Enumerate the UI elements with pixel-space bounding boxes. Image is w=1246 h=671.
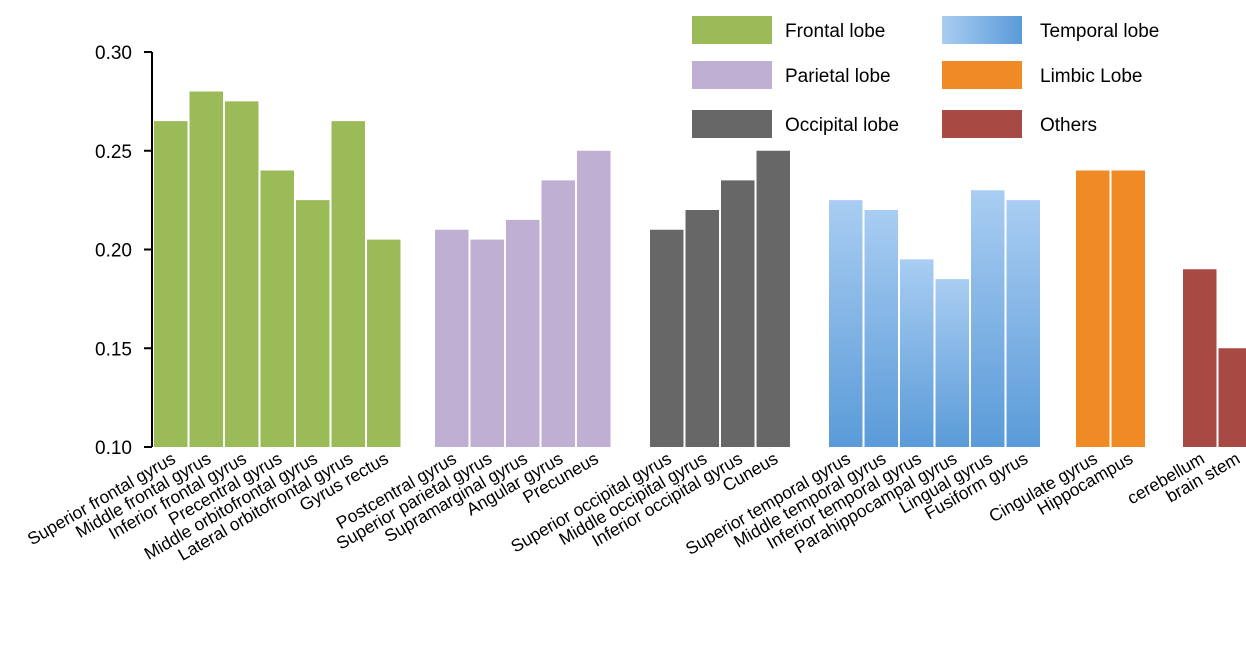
bar-inferior-frontal-gyrus	[225, 101, 259, 447]
legend: Frontal lobe Temporal lobe Parietal lobe Li…	[692, 16, 1159, 138]
bar-inferior-occipital-gyrus	[721, 180, 755, 447]
bar-inferior-temporal-gyrus	[900, 259, 934, 447]
legend-label-frontal-lobe: Frontal lobe	[785, 21, 885, 42]
bar-cingulate-gyrus	[1076, 170, 1110, 447]
bar-middle-occipital-gyrus	[685, 210, 719, 447]
y-tick-label: 0.15	[95, 339, 132, 360]
bar-gyrus-rectus	[367, 239, 401, 447]
bar-superior-occipital-gyrus	[650, 229, 684, 447]
bar-middle-temporal-gyrus	[864, 210, 898, 447]
legend-label-others: Others	[1040, 115, 1097, 136]
bar-lateral-orbitofrontal-gyrus	[331, 121, 365, 447]
bar-angular-gyrus	[541, 180, 575, 447]
bar-postcentral-gyrus	[435, 229, 469, 447]
bar-brain-stem	[1218, 348, 1246, 447]
bar-supramarginal-gyrus	[506, 219, 540, 447]
bar-cerebellum	[1183, 269, 1217, 447]
y-tick-label: 0.30	[95, 43, 132, 64]
y-tick-label: 0.20	[95, 241, 132, 262]
bar-precuneus	[577, 150, 611, 447]
legend-swatch-others	[942, 110, 1022, 138]
legend-swatch-occipital-lobe	[692, 110, 772, 138]
legend-swatch-temporal-lobe	[942, 16, 1022, 44]
legend-label-occipital-lobe: Occipital lobe	[785, 115, 899, 136]
bar-cuneus	[756, 150, 790, 447]
legend-swatch-frontal-lobe	[692, 16, 772, 44]
bar-precentral-gyrus	[260, 170, 294, 447]
bars-layer	[154, 91, 1246, 447]
y-tick-label: 0.10	[95, 438, 132, 459]
legend-swatch-limbic-lobe	[942, 61, 1022, 89]
bar-lingual-gyrus	[971, 190, 1005, 447]
legend-label-temporal-lobe: Temporal lobe	[1040, 21, 1159, 42]
y-axis: 0.10 0.15 0.20 0.25 0.30	[95, 43, 153, 459]
legend-swatch-parietal-lobe	[692, 61, 772, 89]
bar-superior-parietal-gyrus	[470, 239, 504, 447]
bar-parahippocampal-gyrus	[935, 279, 969, 447]
legend-label-parietal-lobe: Parietal lobe	[785, 66, 891, 87]
legend-label-limbic-lobe: Limbic Lobe	[1040, 66, 1142, 87]
bar-fusiform-gyrus	[1006, 200, 1040, 447]
bar-middle-frontal-gyrus	[189, 91, 223, 447]
bar-middle-orbitofrontal-gyrus	[296, 200, 330, 447]
y-tick-label: 0.25	[95, 142, 132, 163]
bar-superior-frontal-gyrus	[154, 121, 188, 447]
bar-hippocampus	[1111, 170, 1145, 447]
bar-superior-temporal-gyrus	[829, 200, 863, 447]
